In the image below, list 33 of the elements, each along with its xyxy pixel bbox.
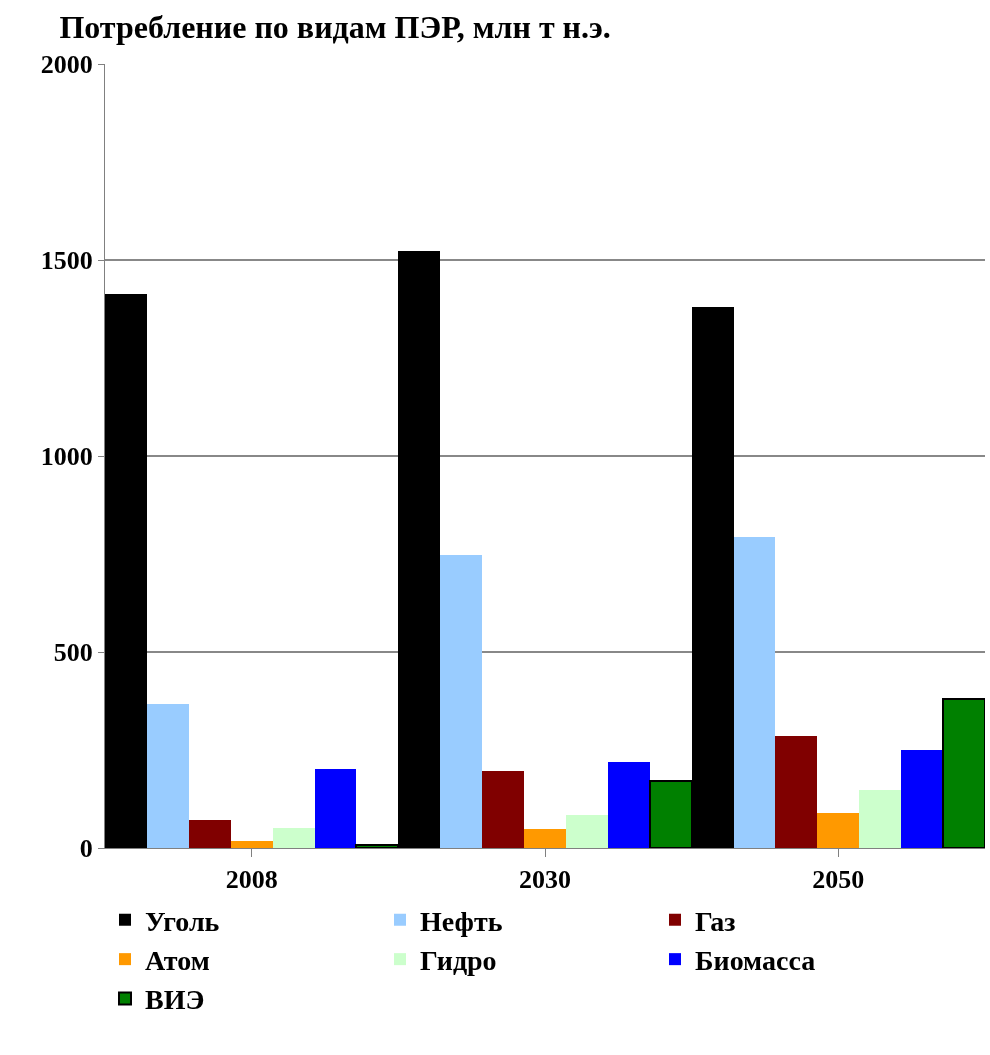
legend-label: Уголь [145,905,220,937]
bar [775,736,817,848]
bar [315,769,356,848]
legend-label: Атом [145,945,210,977]
legend-label: Биомасса [695,945,816,977]
legend-label: Газ [695,905,736,937]
bar [859,790,901,848]
legend-label: Гидро [420,945,497,977]
y-tick-label: 500 [53,638,93,668]
legend-label: ВИЭ [145,984,205,1016]
y-tick-label: 2000 [40,50,93,80]
x-tick-label: 2050 [812,865,865,895]
x-tick-label: 2008 [225,865,278,895]
bar [524,829,566,848]
bar [440,555,482,848]
bar [105,294,147,848]
legend-label: Нефть [420,905,503,937]
bar [482,771,524,848]
y-tick-label: 1500 [40,246,93,276]
x-tick-label: 2030 [519,865,571,895]
bar [608,762,650,848]
bar [273,828,315,848]
bar [231,841,273,848]
bar [566,815,608,848]
chart-title: Потребление по видам ПЭР, млн т н.э. [59,9,611,46]
y-tick-label: 1000 [40,442,93,472]
bar [189,820,231,848]
bar [734,537,775,848]
y-tick-label: 0 [79,834,93,864]
bar [942,698,985,848]
bar [817,813,859,848]
bar [901,750,943,848]
bar [147,704,189,848]
